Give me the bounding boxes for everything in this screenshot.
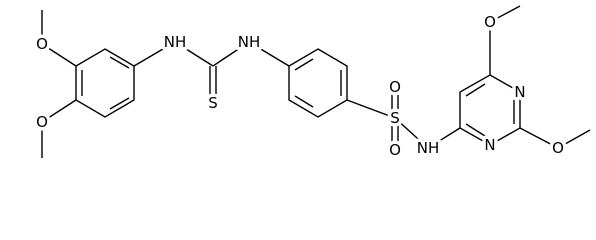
atom-label: O (552, 139, 564, 157)
atom-label: S (390, 109, 400, 127)
atom-label: NH (238, 33, 261, 51)
bond (109, 97, 130, 110)
bond (294, 95, 314, 108)
bond (465, 123, 486, 137)
atom-label: NH (417, 139, 440, 157)
bonds (41, 5, 591, 158)
bond (109, 56, 130, 69)
bond (346, 99, 396, 119)
molecule-diagram: O O NH S NH S O O NH O N N O (33, 5, 591, 163)
bond (489, 5, 521, 23)
bond (133, 41, 176, 67)
bond (427, 127, 461, 149)
bond (557, 129, 591, 149)
bond (519, 127, 559, 149)
atom-label: NH (164, 33, 187, 51)
ring (75, 48, 135, 118)
atom-label: O (36, 35, 48, 53)
ring (288, 48, 348, 118)
bond (248, 41, 290, 67)
bond (394, 117, 429, 149)
atom-label: N (514, 83, 525, 101)
atom-label: O (389, 78, 401, 96)
atom-label: N (484, 136, 495, 154)
bond (41, 99, 77, 123)
bond (41, 43, 77, 67)
ring (459, 74, 521, 146)
atom-label: O (389, 141, 401, 159)
bond (294, 58, 314, 71)
bond (212, 41, 250, 67)
bond (174, 41, 214, 67)
atom-label: S (208, 94, 218, 112)
atom-label: O (484, 13, 496, 31)
atom-label: O (36, 113, 48, 131)
atom-labels: O O NH S NH S O O NH O N N O (33, 10, 568, 163)
bond (465, 83, 486, 97)
